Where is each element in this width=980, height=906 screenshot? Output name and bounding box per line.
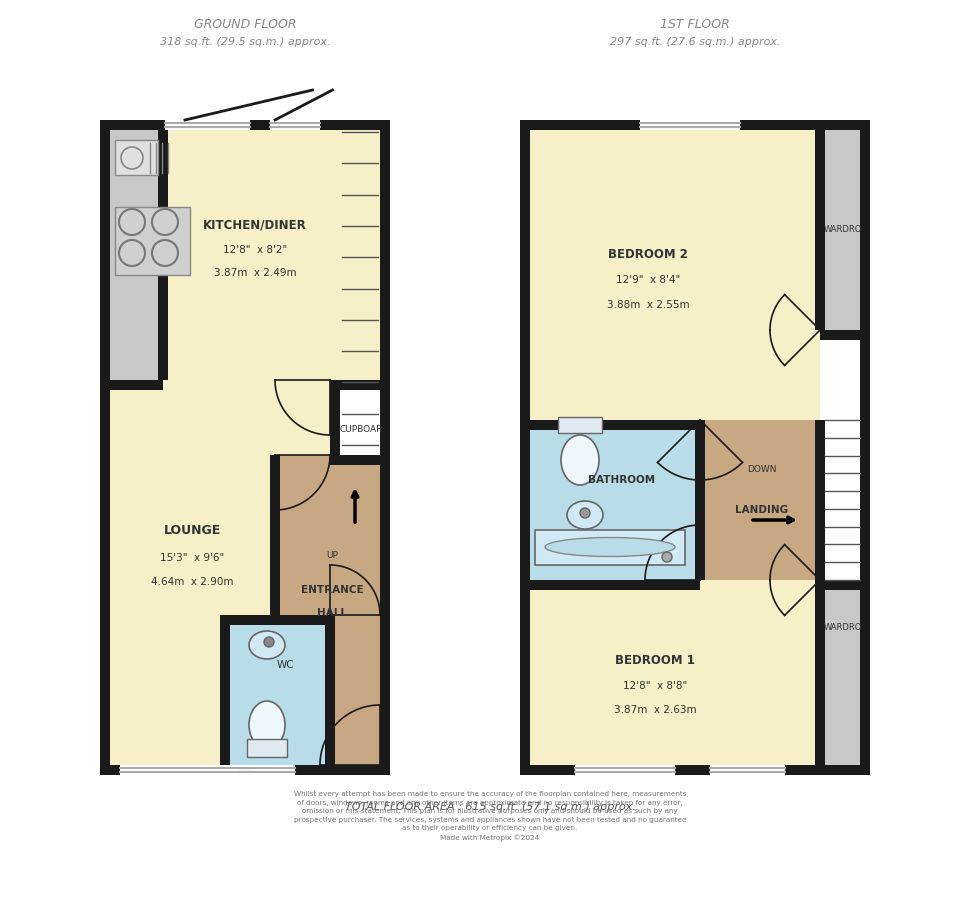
Bar [695,420,705,580]
Bar [535,530,685,565]
Circle shape [662,552,672,562]
Bar [100,120,390,130]
Bar [820,130,860,330]
Bar [110,455,275,765]
Text: 3.87m  x 2.63m: 3.87m x 2.63m [613,705,697,715]
Bar [860,120,870,775]
Text: HALL: HALL [317,608,347,618]
Bar [520,120,870,130]
Bar [575,765,675,775]
Bar [815,130,825,330]
Text: UP: UP [326,551,338,560]
Text: 12'8"  x 8'8": 12'8" x 8'8" [623,681,687,691]
Bar [700,420,820,580]
Circle shape [580,508,590,518]
Bar [270,455,280,615]
Text: WARDRO: WARDRO [824,623,862,632]
Ellipse shape [561,435,599,485]
Text: 12'9"  x 8'4": 12'9" x 8'4" [615,275,680,285]
Bar [110,380,163,390]
Text: 318 sq.ft. (29.5 sq.m.) approx.: 318 sq.ft. (29.5 sq.m.) approx. [160,37,330,47]
Bar [158,130,168,380]
Text: LOUNGE: LOUNGE [164,524,220,536]
Bar [530,580,700,590]
Bar [330,455,380,465]
Bar [115,140,158,175]
Bar [340,390,380,465]
Bar [220,615,230,765]
Bar [815,420,825,580]
Text: WARDRO: WARDRO [824,226,862,235]
Text: 1ST FLOOR: 1ST FLOOR [661,18,730,31]
Text: GROUND FLOOR: GROUND FLOOR [194,18,296,31]
Text: Whilst every attempt has been made to ensure the accuracy of the floorplan conta: Whilst every attempt has been made to en… [294,792,686,841]
Bar [163,130,380,380]
Text: TOTAL FLOOR AREA : 615 sq.ft. (57.1 sq.m.) approx.: TOTAL FLOOR AREA : 615 sq.ft. (57.1 sq.m… [345,802,635,812]
Bar [115,207,190,275]
Text: DOWN: DOWN [748,466,777,475]
Bar [325,615,335,765]
Ellipse shape [249,701,285,749]
Text: CUPBOAR: CUPBOAR [340,426,383,435]
Bar [820,580,860,765]
Bar [520,120,530,775]
Bar [380,120,390,775]
Text: BATHROOM: BATHROOM [588,475,656,485]
Text: BEDROOM 2: BEDROOM 2 [608,248,688,262]
Bar [530,420,700,580]
Ellipse shape [545,537,675,556]
Ellipse shape [249,631,285,659]
Bar [100,120,110,775]
Bar [820,420,860,580]
Bar [240,765,295,775]
Bar [220,615,330,625]
Bar [640,120,740,130]
Text: 4.64m  x 2.90m: 4.64m x 2.90m [151,577,233,587]
Bar [110,380,330,455]
Text: 15'3"  x 9'6": 15'3" x 9'6" [160,553,224,563]
Text: 12'8"  x 8'2": 12'8" x 8'2" [222,245,287,255]
Circle shape [264,637,274,647]
Bar [558,417,602,433]
Bar [710,765,785,775]
Bar [330,390,340,465]
Bar [220,615,330,765]
Bar [815,580,825,765]
Text: 3.87m  x 2.49m: 3.87m x 2.49m [214,268,296,278]
Bar [820,330,860,340]
Bar [820,580,860,590]
Bar [247,739,287,757]
Bar [340,390,380,465]
Text: ENTRANCE: ENTRANCE [301,585,364,595]
Bar [530,580,860,765]
Text: KITCHEN/DINER: KITCHEN/DINER [203,218,307,232]
Bar [270,120,320,130]
Text: 3.88m  x 2.55m: 3.88m x 2.55m [607,300,689,310]
Bar [165,120,250,130]
Bar [330,380,380,390]
Text: LANDING: LANDING [735,505,789,515]
Ellipse shape [567,501,603,529]
Bar [120,765,250,775]
Text: WC: WC [276,660,294,670]
Bar [530,130,820,420]
Bar [110,130,163,380]
Bar [520,765,870,775]
Text: BEDROOM 1: BEDROOM 1 [615,653,695,667]
Bar [530,420,700,430]
Bar [275,455,380,765]
Text: 297 sq.ft. (27.6 sq.m.) approx.: 297 sq.ft. (27.6 sq.m.) approx. [610,37,780,47]
Bar [100,765,390,775]
